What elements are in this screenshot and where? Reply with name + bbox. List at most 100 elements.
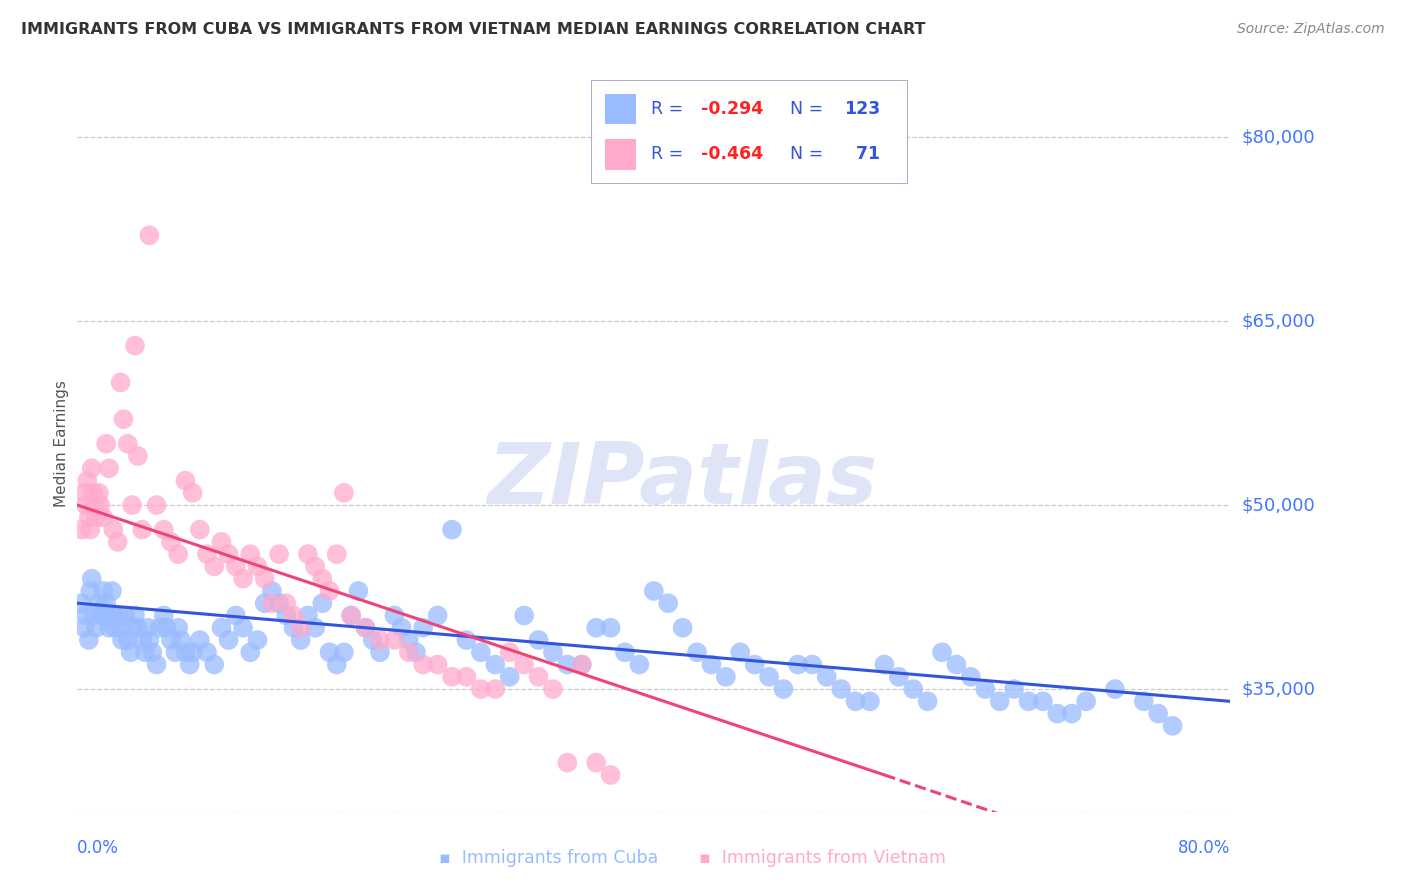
Point [426,657,449,672]
Point [127,449,149,463]
Point [96,596,118,610]
Point [873,657,896,672]
Text: N =: N = [790,100,828,118]
Text: $80,000: $80,000 [1241,128,1315,146]
Point [195,547,218,561]
Point [1032,694,1054,708]
Point [405,645,427,659]
Point [845,694,868,708]
Text: $65,000: $65,000 [1241,312,1315,330]
Point [1161,719,1184,733]
Point [1104,682,1126,697]
Point [75,498,97,512]
Point [368,633,391,648]
Point [412,657,434,672]
Point [628,657,651,672]
Point [283,621,305,635]
Point [174,645,197,659]
Point [202,559,225,574]
Point [131,633,153,648]
Point [326,547,349,561]
Point [318,583,340,598]
Point [87,485,110,500]
Point [160,535,183,549]
Point [218,633,240,648]
Point [340,608,363,623]
Point [585,621,607,635]
Point [499,645,522,659]
Point [98,461,121,475]
Point [75,608,97,623]
Point [361,633,384,648]
Point [76,474,98,488]
Point [218,547,240,561]
Point [134,645,156,659]
Point [117,437,139,451]
Point [110,376,132,390]
Point [121,498,143,512]
Point [527,670,550,684]
Point [456,633,478,648]
Point [470,645,492,659]
Point [138,633,160,648]
Point [225,559,247,574]
Bar [605,139,637,169]
Point [70,523,93,537]
Point [103,608,125,623]
Point [122,621,145,635]
Point [974,682,997,697]
Point [103,523,125,537]
Point [83,498,105,512]
Point [253,596,276,610]
Point [73,485,96,500]
Point [153,523,174,537]
Point [297,547,319,561]
Point [730,645,752,659]
Point [82,608,104,623]
Point [456,670,478,684]
Point [188,633,211,648]
Text: ▪  Immigrants from Cuba: ▪ Immigrants from Cuba [439,849,658,867]
Text: -0.294: -0.294 [702,100,763,118]
Point [311,596,333,610]
Text: -0.464: -0.464 [702,145,763,163]
Point [599,768,621,782]
Point [412,621,434,635]
Point [131,523,153,537]
Point [354,621,377,635]
Point [527,633,550,648]
Point [960,670,983,684]
Point [260,596,283,610]
Point [787,657,810,672]
Point [643,583,665,598]
Point [1018,694,1040,708]
Point [107,608,129,623]
Point [239,547,262,561]
Point [441,523,464,537]
Point [79,523,101,537]
Point [246,559,269,574]
Point [340,608,363,623]
Point [127,621,149,635]
Text: 123: 123 [844,100,880,118]
Point [686,645,709,659]
Point [290,621,312,635]
Point [585,756,607,770]
Point [232,572,254,586]
Point [90,608,112,623]
Text: 0.0%: 0.0% [77,839,120,857]
Point [111,633,134,648]
Point [887,670,910,684]
Point [239,645,262,659]
Point [232,621,254,635]
Point [614,645,637,659]
Point [148,621,170,635]
Text: R =: R = [651,100,689,118]
Point [77,510,100,524]
Point [136,621,159,635]
Point [246,633,269,648]
Point [398,645,420,659]
Point [1147,706,1170,721]
Point [79,583,101,598]
Text: 71: 71 [844,145,880,163]
